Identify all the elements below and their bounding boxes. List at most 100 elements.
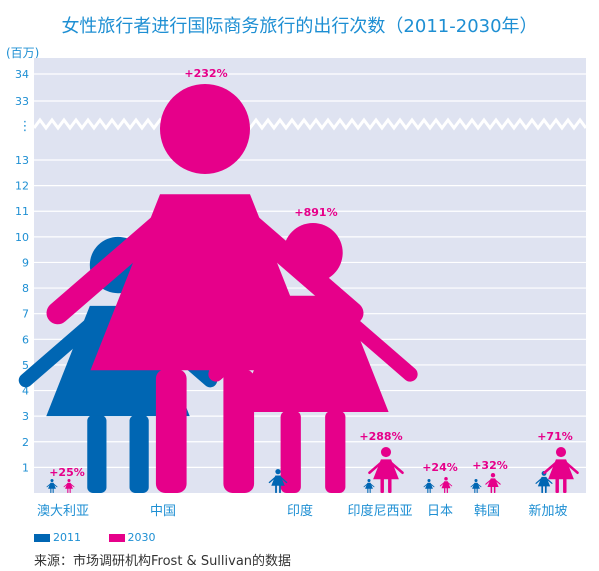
y-tick-label: 1 bbox=[22, 461, 29, 474]
growth-label: +232% bbox=[184, 67, 227, 80]
figure-leg bbox=[541, 485, 544, 493]
figure-leg bbox=[325, 411, 346, 493]
bar-2011-韩国 bbox=[470, 479, 482, 493]
growth-label: +32% bbox=[472, 459, 508, 472]
bar-2011-日本 bbox=[423, 479, 435, 493]
figure-head bbox=[474, 479, 478, 483]
figure-leg bbox=[50, 487, 52, 493]
figure-arm bbox=[446, 481, 453, 487]
legend-swatch-2030 bbox=[108, 534, 125, 542]
figure-leg bbox=[380, 478, 384, 493]
bar-2030-澳大利亚 bbox=[63, 479, 75, 493]
y-tick-label: 11 bbox=[15, 205, 29, 218]
bar-2030-日本 bbox=[439, 477, 453, 493]
figure-head bbox=[555, 447, 567, 458]
legend: 2011 2030 bbox=[34, 531, 180, 544]
y-tick-label: 8 bbox=[22, 282, 29, 295]
y-tick-label: 34 bbox=[15, 68, 29, 81]
figure-arm bbox=[439, 481, 446, 487]
figure-head bbox=[367, 479, 371, 483]
legend-label-2030: 2030 bbox=[127, 531, 156, 544]
bar-2030-印度 bbox=[208, 223, 418, 493]
y-tick-label: 4 bbox=[22, 385, 29, 398]
figure-leg bbox=[67, 487, 69, 493]
figure-arm bbox=[329, 303, 418, 382]
figure-arm bbox=[268, 476, 277, 484]
bar-2011-印度尼西亚 bbox=[363, 479, 375, 493]
growth-label: +891% bbox=[294, 206, 337, 219]
bar-2030-印度尼西亚 bbox=[368, 447, 404, 493]
figure-arm bbox=[69, 483, 75, 488]
chart-title: 女性旅行者进行国际商务旅行的出行次数（2011-2030年） bbox=[61, 16, 538, 37]
figure-arm bbox=[46, 483, 52, 488]
legend-label-2011: 2011 bbox=[53, 531, 81, 544]
figure-leg bbox=[429, 487, 431, 493]
figure-arm bbox=[423, 483, 429, 488]
growth-label: +24% bbox=[422, 461, 458, 474]
figure-arm bbox=[494, 478, 501, 485]
x-tick-label: 澳大利亚 bbox=[37, 503, 89, 519]
figure-arm bbox=[476, 483, 482, 488]
figure-arm bbox=[63, 483, 69, 488]
figure-head bbox=[490, 473, 496, 478]
figure-leg bbox=[280, 411, 301, 493]
legend-swatch-2011 bbox=[34, 534, 50, 542]
figure-leg bbox=[555, 478, 559, 493]
figure-arm bbox=[208, 303, 297, 382]
figure-arm bbox=[563, 460, 579, 475]
figure-leg bbox=[388, 478, 392, 493]
figure-head bbox=[283, 223, 343, 283]
legend-item-2011: 2011 bbox=[34, 531, 81, 544]
y-tick-label: 2 bbox=[22, 436, 29, 449]
source-note: 来源：市场调研机构Frost & Sullivan的数据 bbox=[34, 554, 292, 569]
figure-leg bbox=[129, 415, 149, 493]
figure-arm bbox=[369, 483, 375, 488]
figure-arm bbox=[429, 483, 435, 488]
y-tick-label: 9 bbox=[22, 256, 29, 269]
figure-leg bbox=[444, 487, 446, 493]
figure-leg bbox=[446, 487, 448, 493]
figure-leg bbox=[476, 487, 478, 493]
figure-arm bbox=[388, 460, 404, 475]
y-axis-unit: (百万) bbox=[6, 46, 40, 60]
bar-2030-韩国 bbox=[485, 473, 501, 493]
figure-arm bbox=[545, 477, 553, 484]
figure-head bbox=[380, 447, 392, 458]
figure-leg bbox=[69, 487, 71, 493]
figure-leg bbox=[493, 486, 496, 493]
y-tick-label: 7 bbox=[22, 308, 29, 321]
y-axis-break-marker: ⋮ bbox=[19, 119, 32, 134]
figure-leg bbox=[87, 415, 107, 493]
figure-arm bbox=[46, 205, 181, 325]
y-tick-label: 3 bbox=[22, 410, 29, 423]
figure-leg bbox=[490, 486, 493, 493]
figure-leg bbox=[427, 487, 429, 493]
figure-head bbox=[275, 469, 281, 475]
x-tick-label: 印度 bbox=[287, 503, 313, 519]
growth-label: +71% bbox=[537, 430, 573, 443]
bar-2011-澳大利亚 bbox=[46, 479, 58, 493]
y-tick-label: 10 bbox=[15, 231, 29, 244]
x-tick-label: 中国 bbox=[150, 504, 176, 519]
bar-2011-印度 bbox=[268, 469, 288, 493]
figure-arm bbox=[485, 478, 492, 485]
figure-head bbox=[427, 479, 431, 483]
figure-leg bbox=[563, 478, 567, 493]
figure-head bbox=[160, 84, 250, 174]
x-tick-label: 韩国 bbox=[474, 504, 500, 519]
figure-leg bbox=[275, 484, 277, 493]
figure-arm bbox=[535, 477, 543, 484]
figure-head bbox=[444, 477, 448, 481]
x-tick-label: 印度尼西亚 bbox=[347, 503, 412, 519]
figure-head bbox=[50, 479, 54, 483]
figure-leg bbox=[544, 485, 547, 493]
growth-label: +288% bbox=[359, 430, 402, 443]
x-tick-label: 日本 bbox=[427, 504, 453, 519]
figure-arm bbox=[279, 476, 288, 484]
y-tick-label: 13 bbox=[15, 154, 29, 167]
figure-arm bbox=[470, 483, 476, 488]
figure-leg bbox=[369, 487, 371, 493]
figure-leg bbox=[155, 369, 187, 493]
y-tick-label: 5 bbox=[22, 359, 29, 372]
